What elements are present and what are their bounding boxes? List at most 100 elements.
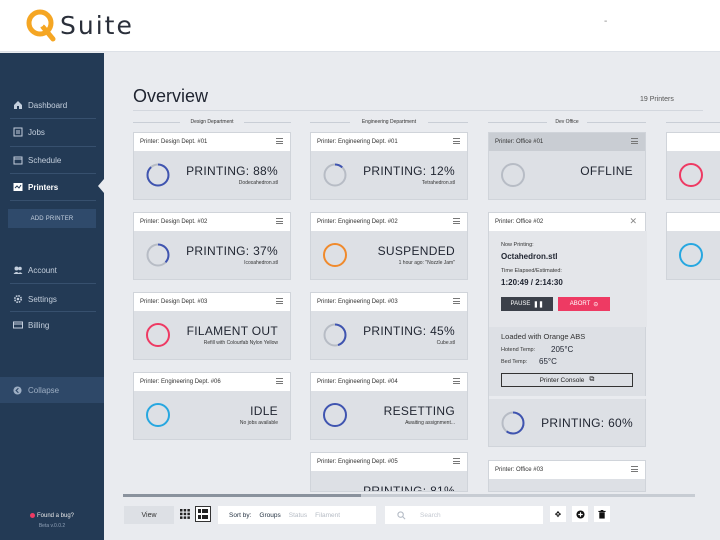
external-link-icon: ⧉ <box>589 376 595 383</box>
printer-name: Printer: Engineering Dept. #03 <box>317 299 398 305</box>
delete-button[interactable] <box>594 506 610 522</box>
menu-icon[interactable] <box>631 466 638 472</box>
add-button[interactable] <box>572 506 588 522</box>
pause-icon: ❚❚ <box>533 301 544 308</box>
status-text: SUSPENDED <box>377 244 455 258</box>
menu-icon[interactable] <box>453 218 460 224</box>
sidebar-item-settings[interactable]: Settings <box>0 286 104 312</box>
card-header <box>667 133 720 151</box>
close-icon[interactable]: ✕ <box>629 216 637 226</box>
list-view-button[interactable] <box>195 506 211 522</box>
printer-card-partial[interactable] <box>666 212 720 280</box>
bed-temp: 65°C <box>539 357 557 366</box>
printer-card-expanded[interactable]: Printer: Office #02 ✕ Now Printing: Octah… <box>488 212 647 447</box>
view-label: View <box>124 506 174 524</box>
filament-loaded: Loaded with Orange ABS <box>501 332 586 341</box>
printer-name: Printer: Office #01 <box>495 139 544 145</box>
printer-card[interactable]: Printer: Design Dept. #01 PRINTING: 88% … <box>133 132 291 200</box>
abort-button[interactable]: ABORT ⊝ <box>558 297 610 311</box>
list-icon <box>198 509 208 519</box>
status-ring <box>323 243 347 267</box>
printer-card[interactable]: Printer: Office #03 <box>488 460 646 492</box>
menu-icon[interactable] <box>453 138 460 144</box>
printer-card[interactable]: Printer: Office #01 OFFLINE <box>488 132 646 200</box>
menu-icon[interactable] <box>276 138 283 144</box>
sidebar-item-account[interactable]: Account <box>0 257 104 283</box>
printer-console-button[interactable]: Printer Console ⧉ <box>501 373 633 387</box>
status-text: PRINTING: 37% <box>186 244 278 258</box>
card-header <box>667 213 720 231</box>
printer-card[interactable]: Printer: Engineering Dept. #06 IDLE No j… <box>133 372 291 440</box>
sidebar-item-printers[interactable]: Printers <box>0 174 104 200</box>
divider <box>133 110 703 111</box>
progress-ring <box>323 163 347 187</box>
version-label: Beta v.0.0.2 <box>38 523 66 529</box>
printer-card[interactable]: Printer: Engineering Dept. #02 SUSPENDED… <box>310 212 468 280</box>
sidebar-item-label: Schedule <box>28 155 62 165</box>
menu-icon[interactable] <box>276 298 283 304</box>
add-icon <box>575 509 585 519</box>
scrollbar-thumb[interactable] <box>123 494 361 497</box>
printer-card[interactable]: Printer: Engineering Dept. #01 PRINTING:… <box>310 132 468 200</box>
status-detail: No jobs available <box>239 420 278 426</box>
printer-card[interactable]: Printer: Design Dept. #03 FILAMENT OUT R… <box>133 292 291 360</box>
pause-button[interactable]: PAUSE ❚❚ <box>501 297 553 311</box>
sidebar-item-schedule[interactable]: Schedule <box>0 147 104 173</box>
menu-icon[interactable] <box>276 218 283 224</box>
menu-icon[interactable] <box>453 378 460 384</box>
column-label-dev-office: Dev Office <box>547 119 587 125</box>
job-file-name: Octahedron.stl <box>501 252 558 261</box>
card-body: IDLE No jobs available <box>134 391 290 439</box>
sort-option-groups[interactable]: Groups <box>259 511 281 519</box>
status-text: FILAMENT OUT <box>186 324 278 338</box>
menu-icon[interactable] <box>631 138 638 144</box>
card-header: Printer: Engineering Dept. #01 <box>311 133 467 151</box>
printer-name: Printer: Engineering Dept. #02 <box>317 219 398 225</box>
add-printer-button[interactable]: ADD PRINTER <box>8 209 96 228</box>
printer-name: Printer: Design Dept. #03 <box>140 299 208 305</box>
sidebar-item-dashboard[interactable]: Dashboard <box>0 92 104 118</box>
status-detail: 1 hour ago: "Nozzle Jam" <box>398 260 455 266</box>
grid-view-button[interactable] <box>177 506 193 522</box>
sidebar-item-billing[interactable]: Billing <box>0 312 104 338</box>
card-header: Printer: Office #02 ✕ <box>489 213 645 231</box>
move-button[interactable]: ✥ <box>550 506 566 522</box>
printer-name: Printer: Engineering Dept. #06 <box>140 379 221 385</box>
gear-icon <box>13 294 23 304</box>
card-header: Printer: Design Dept. #02 <box>134 213 290 231</box>
account-icon <box>13 266 23 274</box>
collapse-button[interactable]: Collapse <box>0 377 104 403</box>
sort-option-status[interactable]: Status <box>288 511 308 519</box>
sort-label: Sort by: <box>229 511 252 519</box>
printer-name: Printer: Office #03 <box>495 467 544 473</box>
search-placeholder: Search <box>420 511 441 519</box>
card-body <box>667 231 720 279</box>
page-title: Overview <box>133 86 209 106</box>
menu-icon[interactable] <box>453 458 460 464</box>
bug-report-link[interactable]: Found a bug? <box>0 513 104 519</box>
card-header: Printer: Design Dept. #01 <box>134 133 290 151</box>
sidebar-item-jobs[interactable]: Jobs <box>0 119 104 145</box>
abort-icon: ⊝ <box>593 301 599 308</box>
collapse-label: Collapse <box>28 385 60 395</box>
card-header: Printer: Office #03 <box>489 461 645 479</box>
console-label: Printer Console <box>539 376 585 384</box>
sort-option-filament[interactable]: Filament <box>315 511 341 519</box>
menu-icon[interactable] <box>453 298 460 304</box>
suite-logo-icon <box>26 9 56 42</box>
horizontal-scrollbar[interactable] <box>123 494 695 497</box>
status-text: PRINTING: 12% <box>363 164 455 178</box>
progress-ring-fill <box>146 243 170 267</box>
time-label: Time Elapsed/Estimated: <box>501 268 562 274</box>
printer-card[interactable]: Printer: Engineering Dept. #03 PRINTING:… <box>310 292 468 360</box>
grid-icon <box>180 509 190 519</box>
printer-card[interactable]: Printer: Engineering Dept. #04 RESETTING… <box>310 372 468 440</box>
printer-card-partial[interactable] <box>666 132 720 200</box>
bug-icon <box>29 513 35 518</box>
abort-label: ABORT <box>569 301 591 307</box>
printer-card[interactable]: Printer: Engineering Dept. #05 PRINTING:… <box>310 452 468 492</box>
search-input[interactable]: Search <box>385 506 543 524</box>
printer-card[interactable]: Printer: Design Dept. #02 PRINTING: 37% … <box>133 212 291 280</box>
search-icon <box>397 510 406 519</box>
menu-icon[interactable] <box>276 378 283 384</box>
